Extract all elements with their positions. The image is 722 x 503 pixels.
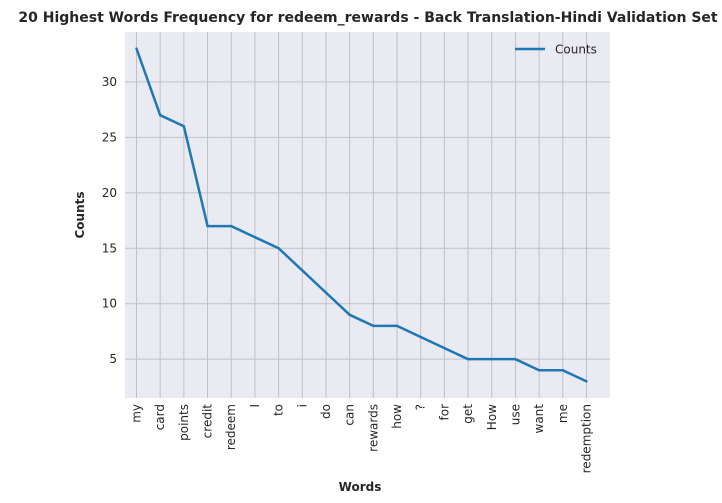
data-point <box>348 313 351 317</box>
data-point <box>395 324 399 328</box>
series-line <box>135 48 588 383</box>
data-point <box>301 269 304 272</box>
data-point <box>585 380 588 383</box>
x-tick-label: how <box>390 404 404 429</box>
x-axis-label: Words <box>339 480 382 494</box>
x-tick-label: card <box>153 404 167 430</box>
data-point <box>206 224 209 228</box>
data-point <box>419 335 422 339</box>
data-point <box>230 224 233 228</box>
x-tick-label: rewards <box>366 404 380 452</box>
data-point <box>490 357 493 361</box>
y-tick-label: 5 <box>109 352 117 366</box>
x-tick-label: get <box>461 404 475 424</box>
data-point <box>277 247 280 250</box>
data-point <box>561 369 565 372</box>
x-tick-label: I <box>248 404 262 408</box>
x-tick-label: my <box>130 404 144 423</box>
legend: Counts <box>515 43 597 57</box>
x-tick-label: want <box>532 404 546 434</box>
y-tick-labels: 5 10 15 20 25 30 <box>102 75 117 366</box>
x-tick-label: do <box>319 404 333 419</box>
y-axis-label: Counts <box>73 191 87 238</box>
data-point <box>372 324 375 328</box>
plot-area <box>125 32 610 398</box>
series-group <box>135 47 588 383</box>
y-tick-label: 25 <box>102 130 117 144</box>
y-tick-label: 30 <box>102 75 117 89</box>
data-point <box>443 346 446 350</box>
data-point <box>537 369 541 372</box>
y-tick-label: 15 <box>102 241 117 255</box>
x-tick-label: i <box>295 404 309 407</box>
data-point <box>514 357 517 361</box>
x-tick-label: points <box>177 404 191 441</box>
x-tick-label: me <box>556 404 570 423</box>
y-tick-label: 10 <box>102 297 117 311</box>
data-point <box>135 47 138 50</box>
x-tick-label: redemption <box>580 404 594 473</box>
x-tick-label: can <box>343 404 357 426</box>
y-grid <box>125 81 610 360</box>
data-point <box>324 291 328 294</box>
data-point <box>182 125 186 128</box>
x-tick-label: How <box>485 404 499 430</box>
data-point <box>466 357 470 361</box>
x-tick-label: use <box>508 404 522 425</box>
data-point <box>158 113 162 117</box>
x-tick-label: credit <box>201 404 215 439</box>
x-tick-label: redeem <box>224 404 238 450</box>
legend-label: Counts <box>555 43 597 57</box>
x-tick-label: ? <box>414 404 428 410</box>
x-tick-label: to <box>272 404 286 416</box>
data-point <box>253 235 257 239</box>
y-tick-label: 20 <box>102 186 117 200</box>
x-tick-label: for <box>437 404 451 421</box>
chart-title: 20 Highest Words Frequency for redeem_re… <box>18 10 718 26</box>
